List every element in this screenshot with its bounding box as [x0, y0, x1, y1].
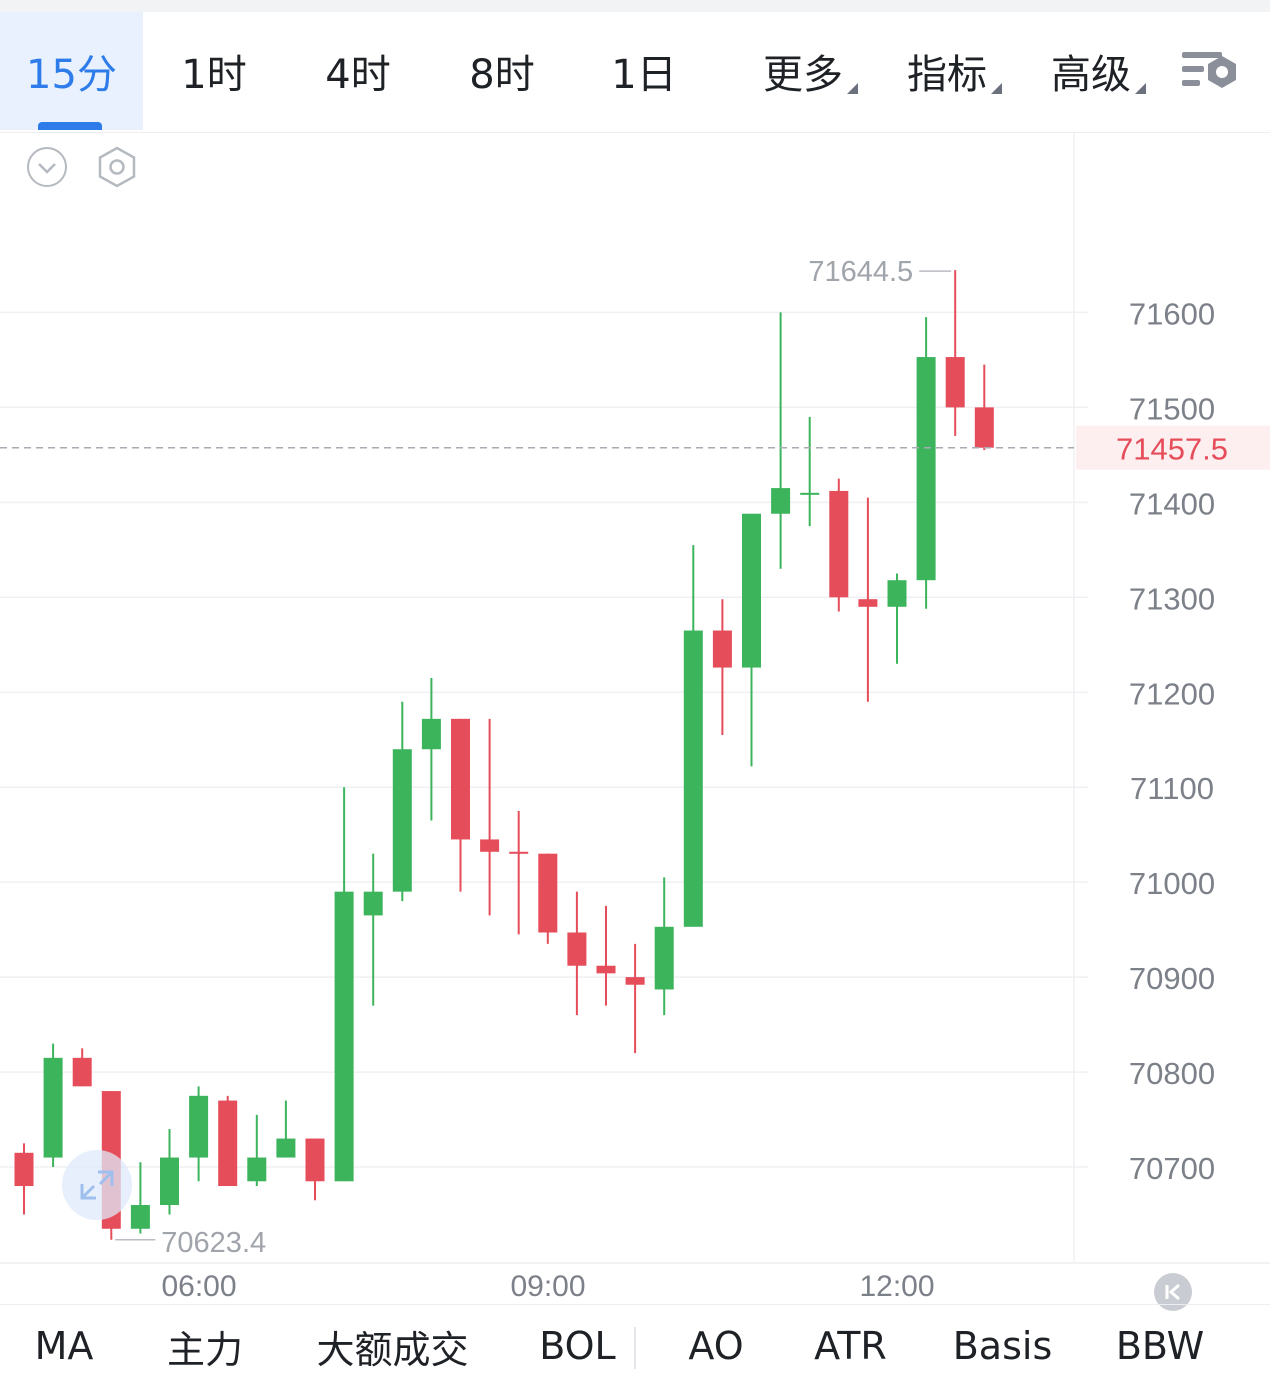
x-tick-label: 12:00 — [859, 1270, 934, 1303]
current-price-label: 71457.5 — [1116, 432, 1228, 467]
candle-body — [451, 718, 470, 840]
candle-body — [596, 965, 616, 974]
indicator-label: MA — [34, 1324, 94, 1368]
indicator-tab-bbw[interactable]: BBW — [1100, 1305, 1220, 1387]
tab-label: 更多 — [763, 52, 843, 98]
candle-body — [509, 851, 529, 854]
indicator-tab-ao[interactable]: AO — [670, 1305, 762, 1387]
candle-body — [130, 1205, 150, 1229]
candle-body — [916, 357, 936, 581]
candle-body — [538, 853, 558, 933]
candle-body — [14, 1152, 34, 1187]
candle-body — [480, 839, 500, 852]
candle-body — [974, 407, 994, 448]
indicator-label: 主力 — [166, 1327, 243, 1372]
tab-advanced-dropdown[interactable]: 高级 — [1036, 12, 1146, 130]
dropdown-caret-icon — [991, 83, 1002, 94]
top-strip — [0, 0, 1270, 12]
timeframe-tab-bar: 15分 1时 4时 8时 1日 更多 指标 高级 — [0, 12, 1270, 133]
indicator-label: BOL — [539, 1324, 616, 1368]
tab-label: 8时 — [469, 52, 535, 98]
current-price-badge — [1076, 425, 1270, 470]
candle-body — [625, 977, 645, 985]
indicator-tab-bol[interactable]: BOL — [525, 1305, 630, 1387]
indicator-label: Basis — [952, 1324, 1053, 1368]
tab-label: 1时 — [181, 52, 247, 98]
y-tick-label: 70700 — [1129, 1151, 1215, 1186]
candle-body — [305, 1138, 325, 1182]
tab-label: 指标 — [907, 52, 987, 98]
tab-divider — [634, 1327, 636, 1369]
hexagon-gear-icon[interactable] — [95, 145, 139, 189]
indicator-label: BBW — [1115, 1324, 1205, 1368]
y-tick-label: 71000 — [1129, 866, 1215, 901]
candle-body — [567, 932, 587, 966]
x-tick-label: 09:00 — [510, 1270, 585, 1303]
indicator-tab-main-force[interactable]: 主力 — [150, 1305, 260, 1387]
tab-1d[interactable]: 1日 — [573, 12, 715, 130]
candle-body — [276, 1138, 296, 1158]
candlestick-chart[interactable]: 71600 71500 71400 71300 71200 71100 71000 70900… — [0, 132, 1270, 1304]
candle-body — [392, 749, 412, 892]
indicator-label: ATR — [814, 1324, 887, 1368]
low-price-label: 70623.4 — [161, 1227, 266, 1259]
candle-body — [421, 718, 441, 750]
candle-body — [218, 1100, 238, 1187]
dropdown-caret-icon — [847, 83, 858, 94]
candle-body — [189, 1095, 209, 1158]
indicator-tab-atr[interactable]: ATR — [798, 1305, 903, 1387]
y-tick-label: 71400 — [1129, 486, 1215, 521]
candle-body — [712, 630, 732, 668]
indicator-label: AO — [688, 1324, 744, 1368]
candle-body — [945, 357, 965, 408]
candle-body — [742, 513, 761, 668]
candle-body — [887, 580, 907, 607]
candle-body — [72, 1057, 92, 1087]
candle-body — [771, 488, 791, 514]
candle-body — [247, 1157, 267, 1182]
y-tick-label: 71600 — [1129, 296, 1215, 331]
y-tick-label: 70800 — [1129, 1056, 1215, 1091]
high-price-label: 71644.5 — [808, 256, 913, 288]
tab-15m[interactable]: 15分 — [0, 12, 143, 130]
skip-to-latest-icon — [1165, 1283, 1180, 1301]
candle-body — [800, 492, 820, 495]
y-tick-label: 71300 — [1129, 581, 1215, 616]
tab-label: 4时 — [325, 52, 391, 98]
candle-body — [43, 1057, 63, 1158]
indicator-label: 大额成交 — [316, 1327, 469, 1372]
expand-arrows-icon — [80, 1170, 114, 1200]
tab-more-dropdown[interactable]: 更多 — [748, 12, 858, 130]
chart-settings-icon[interactable] — [1180, 44, 1242, 100]
candle-body — [829, 490, 849, 598]
tab-label: 15分 — [26, 52, 117, 98]
tab-label: 高级 — [1051, 52, 1131, 98]
y-tick-label: 71100 — [1130, 771, 1214, 806]
y-tick-label: 71500 — [1129, 391, 1215, 426]
y-tick-label: 71200 — [1129, 676, 1215, 711]
indicator-tab-ma[interactable]: MA — [14, 1305, 114, 1387]
indicator-tab-basis[interactable]: Basis — [940, 1305, 1065, 1387]
candle-body — [654, 926, 674, 990]
x-tick-label: 06:00 — [161, 1270, 236, 1303]
active-tab-indicator — [38, 122, 102, 130]
candle-body — [683, 630, 703, 927]
indicator-tab-bar: MA 主力 大额成交 BOL AO ATR Basis BBW — [0, 1304, 1270, 1387]
y-tick-label: 70900 — [1129, 961, 1215, 996]
tab-8h[interactable]: 8时 — [431, 12, 573, 130]
candle-body — [160, 1157, 179, 1206]
chevron-down-circle-icon[interactable] — [25, 145, 69, 189]
candle-body — [858, 599, 878, 607]
tab-1h[interactable]: 1时 — [143, 12, 285, 130]
candle-body — [334, 891, 354, 1182]
tab-4h[interactable]: 4时 — [287, 12, 429, 130]
indicator-tab-large-trades[interactable]: 大额成交 — [300, 1305, 485, 1387]
candle-body — [363, 891, 383, 916]
tab-indicators-dropdown[interactable]: 指标 — [892, 12, 1002, 130]
tab-label: 1日 — [611, 52, 677, 98]
dropdown-caret-icon — [1135, 83, 1146, 94]
expand-chart-button[interactable] — [62, 1150, 132, 1220]
